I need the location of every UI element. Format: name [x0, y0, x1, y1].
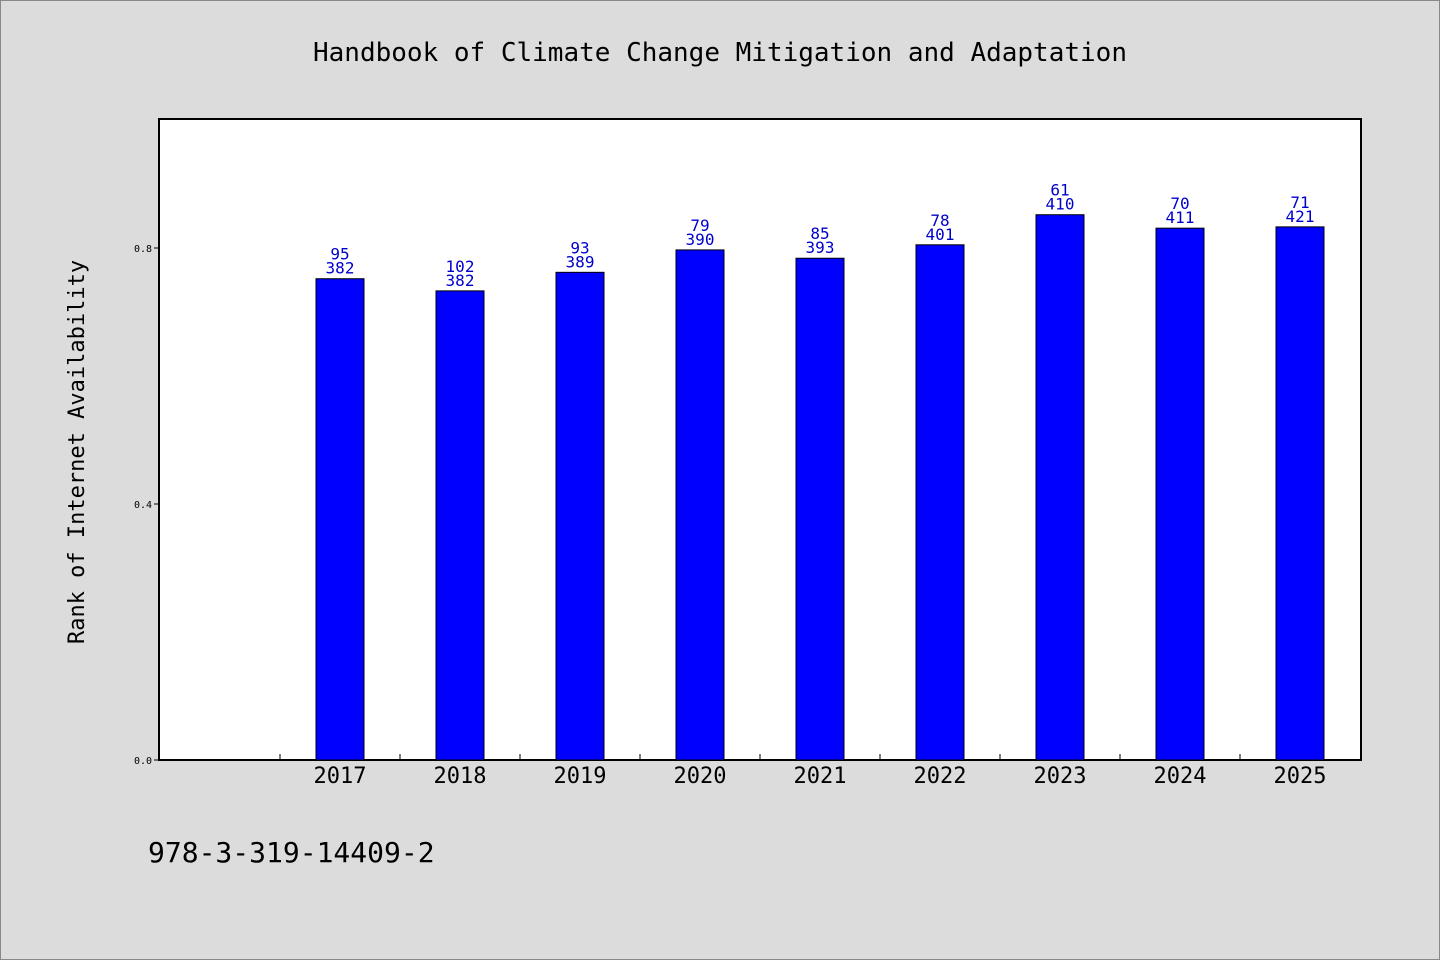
bar-2025 [1275, 226, 1325, 761]
bar-2017 [315, 278, 365, 761]
x-tick-label: 2019 [554, 764, 607, 789]
bar-2023 [1035, 214, 1085, 761]
data-label-top: 61 [1050, 181, 1069, 200]
chart-title: Handbook of Climate Change Mitigation an… [313, 38, 1127, 68]
data-label-top: 70 [1170, 194, 1189, 213]
bar-2019 [555, 271, 605, 761]
x-tick-label: 2022 [914, 764, 967, 789]
bar-2024 [1155, 227, 1205, 761]
data-label-bottom: 411 [1166, 208, 1195, 227]
data-label-top: 95 [330, 245, 349, 264]
bar-2020 [675, 249, 725, 761]
data-label-top: 79 [690, 216, 709, 235]
bar-2021 [795, 257, 845, 761]
y-tick-label: 0.4 [134, 500, 152, 511]
isbn-footnote: 978-3-319-14409-2 [148, 836, 435, 869]
x-tick-label: 2017 [314, 764, 367, 789]
data-label-top: 78 [930, 211, 949, 230]
y-tick-label: 0.8 [134, 244, 152, 255]
data-label-bottom: 382 [326, 259, 355, 278]
x-tick-label: 2023 [1034, 764, 1087, 789]
x-tick-label: 2025 [1274, 764, 1327, 789]
y-axis-ticks: 0.0 0.4 0.8 [134, 244, 160, 767]
data-label-bottom: 389 [566, 252, 595, 271]
x-tick-label: 2018 [434, 764, 487, 789]
x-tick-label: 2020 [674, 764, 727, 789]
x-tick-label: 2024 [1154, 764, 1207, 789]
bar-2022 [915, 244, 965, 761]
data-label-top: 85 [810, 224, 829, 243]
x-axis-ticks: 2017 2018 2019 2020 2021 2022 2023 2024 2025 [279, 754, 1327, 789]
data-label-bottom: 393 [806, 238, 835, 257]
data-label-top: 102 [446, 257, 475, 276]
data-label-bottom: 421 [1286, 207, 1315, 226]
y-tick-label: 0.0 [134, 756, 152, 767]
data-label-bottom: 401 [926, 225, 955, 244]
x-tick-label: 2021 [794, 764, 847, 789]
data-label-bottom: 390 [686, 230, 715, 249]
y-axis-label: Rank of Internet Availability [65, 260, 90, 644]
bars-group [315, 214, 1325, 761]
data-label-bottom: 410 [1046, 195, 1075, 214]
data-label-top: 71 [1290, 193, 1309, 212]
data-label-bottom: 382 [446, 271, 475, 290]
bar-2018 [435, 290, 485, 761]
data-label-top: 93 [570, 238, 589, 257]
